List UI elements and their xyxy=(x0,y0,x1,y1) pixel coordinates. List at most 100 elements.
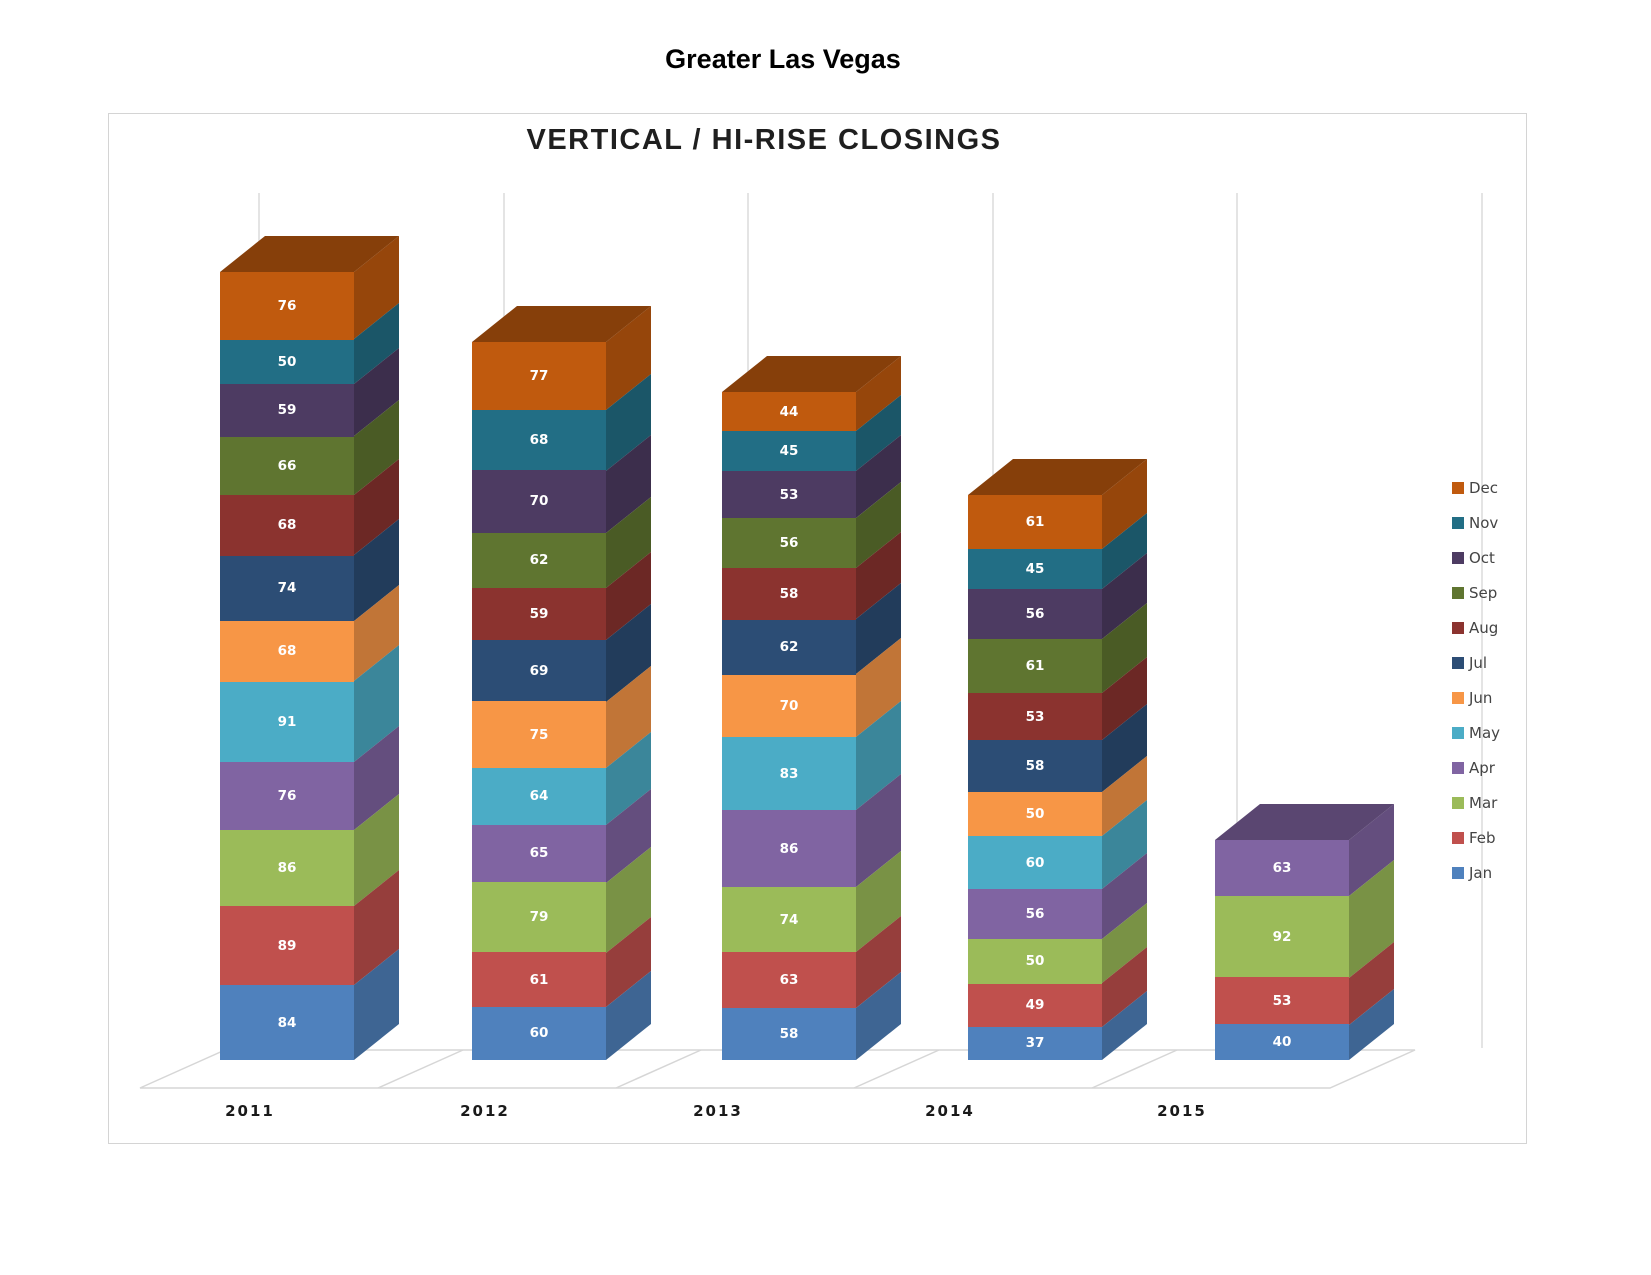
data-label: 68 xyxy=(529,432,549,449)
data-label: 74 xyxy=(277,580,297,597)
bar-segment-may-2011: 91 xyxy=(220,681,354,763)
bar-segment-feb-2011: 89 xyxy=(220,906,354,986)
data-label: 79 xyxy=(529,909,549,926)
bar-segment-jul-2011: 74 xyxy=(220,555,354,622)
legend-item-jan: Jan xyxy=(1452,855,1500,890)
bar-segment-mar-2011: 86 xyxy=(220,829,354,907)
bar-segment-sep-2012: 62 xyxy=(472,532,606,588)
bar-segment-mar-2014: 50 xyxy=(968,939,1102,984)
data-label: 76 xyxy=(277,298,297,315)
bar-front-face: 44 45 53 56 58 62 70 83 86 74 63 58 xyxy=(722,392,856,1060)
legend-label: Jun xyxy=(1469,688,1493,707)
bar-segment-may-2014: 60 xyxy=(968,836,1102,890)
bar-segment-dec-2013: 44 xyxy=(722,392,856,432)
legend-item-feb: Feb xyxy=(1452,820,1500,855)
legend-label: Jul xyxy=(1469,653,1488,672)
data-label: 70 xyxy=(779,697,799,714)
bar-segment-apr-2014: 56 xyxy=(968,889,1102,940)
data-label: 70 xyxy=(529,493,549,510)
bar-segment-jan-2015: 40 xyxy=(1215,1024,1349,1060)
legend-swatch-jan xyxy=(1452,866,1464,879)
legend-swatch-jun xyxy=(1452,691,1464,704)
data-label: 44 xyxy=(779,403,799,420)
data-label: 86 xyxy=(277,860,297,877)
data-label: 37 xyxy=(1025,1035,1045,1052)
legend-item-oct: Oct xyxy=(1452,540,1500,575)
bar-side-face xyxy=(1349,803,1394,1060)
legend-label: Jan xyxy=(1469,863,1493,882)
bar-segment-feb-2012: 61 xyxy=(472,952,606,1007)
legend-item-jun: Jun xyxy=(1452,680,1500,715)
legend: Dec Nov Oct Sep Aug Jul Jun May Apr Mar Feb Jan xyxy=(1452,470,1500,890)
data-label: 74 xyxy=(779,911,799,928)
data-label: 68 xyxy=(277,517,297,534)
data-label: 50 xyxy=(1025,953,1045,970)
bar-segment-jan-2012: 60 xyxy=(472,1006,606,1060)
bar-front-face: 61 45 56 61 53 58 50 60 56 50 49 37 xyxy=(968,495,1102,1060)
bar-segment-feb-2014: 49 xyxy=(968,983,1102,1028)
bar-segment-oct-2012: 70 xyxy=(472,470,606,533)
axis-label-2013: 2013 xyxy=(693,1102,743,1120)
legend-swatch-nov xyxy=(1452,516,1464,529)
bar-segment-mar-2012: 79 xyxy=(472,882,606,953)
legend-item-may: May xyxy=(1452,715,1500,750)
data-label: 59 xyxy=(277,402,297,419)
bar-front-face: 63 92 53 40 xyxy=(1215,839,1349,1060)
legend-label: May xyxy=(1469,723,1501,742)
bar-segment-sep-2014: 61 xyxy=(968,639,1102,694)
legend-item-mar: Mar xyxy=(1452,785,1500,820)
bar-front-face: 76 50 59 66 68 74 68 91 76 86 89 84 xyxy=(220,272,354,1060)
data-label: 63 xyxy=(779,972,799,989)
legend-item-dec: Dec xyxy=(1452,470,1500,505)
bar-segment-apr-2013: 86 xyxy=(722,810,856,887)
bar-segment-apr-2012: 65 xyxy=(472,824,606,883)
bar-segment-nov-2012: 68 xyxy=(472,409,606,471)
legend-item-jul: Jul xyxy=(1452,645,1500,680)
data-label: 56 xyxy=(1025,606,1045,623)
data-label: 50 xyxy=(1025,805,1045,822)
data-label: 76 xyxy=(277,788,297,805)
data-label: 61 xyxy=(1025,514,1045,531)
bar-side-face xyxy=(606,305,651,1060)
legend-label: Mar xyxy=(1469,793,1498,812)
bar-segment-dec-2012: 77 xyxy=(472,341,606,410)
bar-segment-aug-2013: 58 xyxy=(722,568,856,620)
bar-segment-jul-2012: 69 xyxy=(472,639,606,702)
bar-segment-aug-2011: 68 xyxy=(220,495,354,556)
data-label: 49 xyxy=(1025,997,1045,1014)
data-label: 50 xyxy=(277,354,297,371)
legend-swatch-sep xyxy=(1452,586,1464,599)
bar-2013: 44 45 53 56 58 62 70 83 86 74 63 58 xyxy=(722,356,901,1060)
bar-segment-dec-2011: 76 xyxy=(220,272,354,340)
axis-label-2012: 2012 xyxy=(460,1102,510,1120)
bar-front-face: 77 68 70 62 59 69 75 64 65 79 61 60 xyxy=(472,341,606,1060)
bar-segment-jun-2013: 70 xyxy=(722,674,856,737)
data-label: 56 xyxy=(779,535,799,552)
data-label: 60 xyxy=(529,1025,549,1042)
bar-segment-dec-2014: 61 xyxy=(968,495,1102,550)
bar-segment-nov-2013: 45 xyxy=(722,431,856,472)
data-label: 86 xyxy=(779,840,799,857)
bar-segment-feb-2013: 63 xyxy=(722,952,856,1009)
legend-label: Sep xyxy=(1469,583,1498,602)
data-label: 83 xyxy=(779,765,799,782)
data-label: 64 xyxy=(529,788,549,805)
data-label: 91 xyxy=(277,714,297,731)
bar-segment-feb-2015: 53 xyxy=(1215,977,1349,1025)
data-label: 53 xyxy=(1272,992,1292,1009)
bar-segment-sep-2011: 66 xyxy=(220,436,354,496)
bar-side-face xyxy=(1102,459,1147,1060)
legend-swatch-jul xyxy=(1452,656,1464,669)
chart-title: VERTICAL / HI-RISE CLOSINGS xyxy=(526,124,1002,156)
legend-item-nov: Nov xyxy=(1452,505,1500,540)
bar-segment-jun-2011: 68 xyxy=(220,621,354,682)
legend-label: Oct xyxy=(1469,548,1495,567)
bar-side-face xyxy=(856,356,901,1060)
legend-swatch-feb xyxy=(1452,831,1464,844)
bar-segment-jul-2014: 58 xyxy=(968,740,1102,792)
page-header-title: Greater Las Vegas xyxy=(665,44,901,74)
bar-segment-mar-2013: 74 xyxy=(722,886,856,953)
legend-swatch-apr xyxy=(1452,761,1464,774)
